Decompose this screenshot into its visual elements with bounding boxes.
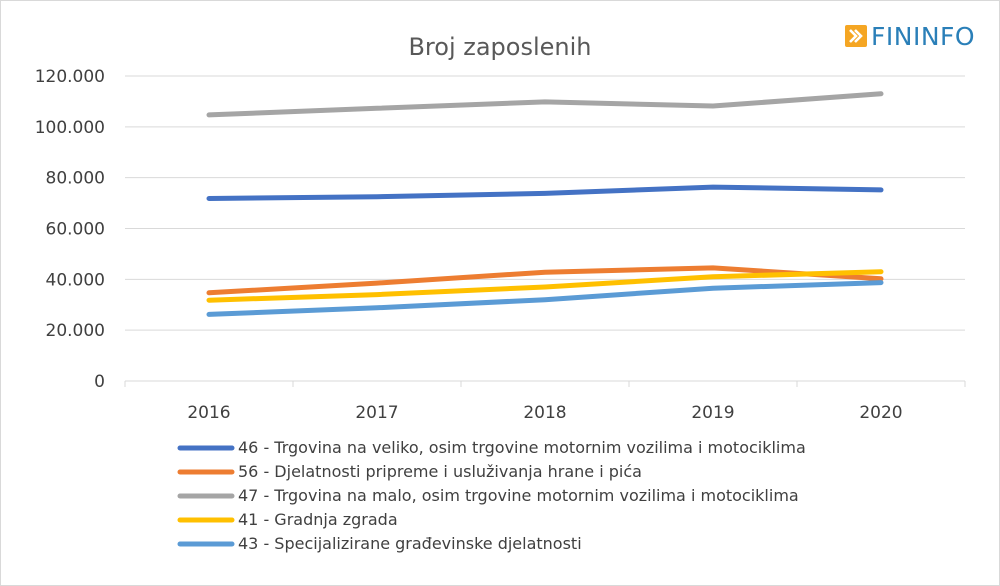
logo-text: FININFO xyxy=(871,22,975,51)
y-tick-label: 40.000 xyxy=(46,270,105,290)
series-line xyxy=(206,91,884,118)
x-tick-label: 2017 xyxy=(355,403,398,423)
series-line xyxy=(206,269,884,303)
legend-label: 46 - Trgovina na veliko, osim trgovine m… xyxy=(238,438,806,457)
legend-item: 47 - Trgovina na malo, osim trgovine mot… xyxy=(177,486,799,505)
y-tick-label: 60.000 xyxy=(46,220,105,240)
y-tick-label: 100.000 xyxy=(35,118,105,138)
x-tick-label: 2019 xyxy=(691,403,734,423)
legend-item: 46 - Trgovina na veliko, osim trgovine m… xyxy=(177,438,806,457)
series-lines xyxy=(206,91,884,317)
legend-item: 56 - Djelatnosti pripreme i usluživanja … xyxy=(177,462,642,481)
legend: 46 - Trgovina na veliko, osim trgovine m… xyxy=(177,438,806,553)
legend-label: 41 - Gradnja zgrada xyxy=(238,510,398,529)
x-tick-label: 2018 xyxy=(523,403,566,423)
arrow-right-icon-glyph xyxy=(849,29,863,43)
legend-label: 56 - Djelatnosti pripreme i usluživanja … xyxy=(238,462,642,481)
legend-label: 43 - Specijalizirane građevinske djelatn… xyxy=(238,534,582,553)
y-tick-label: 20.000 xyxy=(46,321,105,341)
x-tick-label: 2020 xyxy=(859,403,902,423)
y-tick-label: 120.000 xyxy=(35,67,105,87)
y-tick-label: 0 xyxy=(94,372,105,392)
series-line xyxy=(206,184,884,201)
fininfo-logo: FININFO xyxy=(845,22,975,51)
y-axis-ticks: 0 20.000 40.000 60.000 80.000 100.000 120.000 xyxy=(35,67,105,392)
legend-item: 43 - Specijalizirane građevinske djelatn… xyxy=(177,534,582,553)
series-line xyxy=(206,265,884,296)
chart-title: Broj zaposlenih xyxy=(408,33,591,61)
x-axis-ticks: 2016 2017 2018 2019 2020 xyxy=(187,403,902,423)
gridlines xyxy=(124,75,966,387)
x-tick-label: 2016 xyxy=(187,403,230,423)
series-line xyxy=(206,280,884,317)
legend-label: 47 - Trgovina na malo, osim trgovine mot… xyxy=(238,486,799,505)
y-tick-label: 80.000 xyxy=(46,169,105,189)
legend-item: 41 - Gradnja zgrada xyxy=(177,510,398,529)
